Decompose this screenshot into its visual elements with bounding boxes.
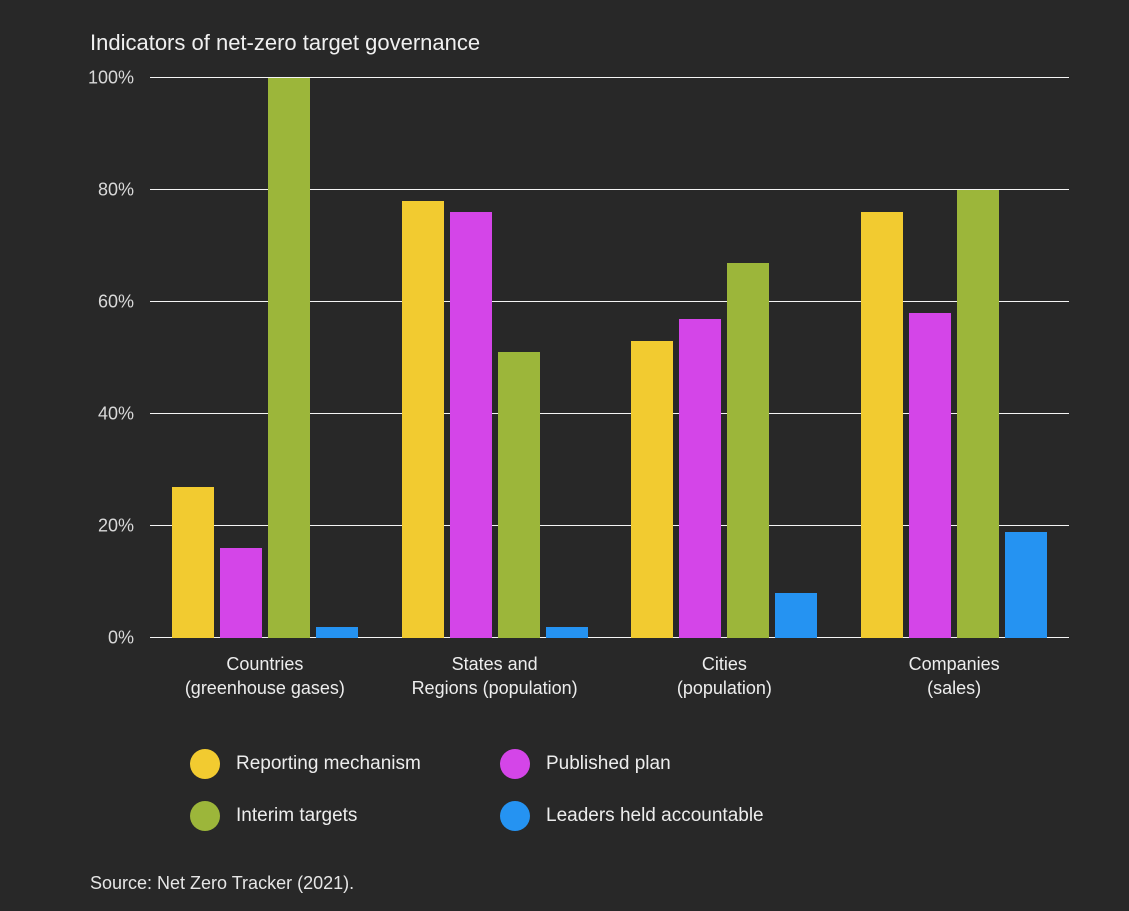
x-axis-label-line2: Regions (population): [380, 676, 610, 700]
legend-swatch: [500, 801, 530, 831]
x-axis-label: Cities(population): [610, 652, 840, 701]
legend-swatch: [190, 749, 220, 779]
chart-title: Indicators of net-zero target governance: [90, 30, 1089, 56]
legend-item: Leaders held accountable: [500, 801, 880, 831]
bar-group: [150, 78, 380, 638]
bar-leaders_held_accountable: [1005, 532, 1047, 638]
y-tick-label: 40%: [98, 404, 134, 425]
x-axis-labels: Countries(greenhouse gases)States andReg…: [150, 652, 1069, 701]
bar-leaders_held_accountable: [775, 593, 817, 638]
bar-published_plan: [909, 313, 951, 638]
legend-swatch: [190, 801, 220, 831]
x-axis-label-line1: Companies: [839, 652, 1069, 676]
legend-label: Interim targets: [236, 805, 357, 827]
bar-published_plan: [679, 319, 721, 638]
bar-reporting_mechanism: [861, 212, 903, 638]
y-tick-label: 0%: [108, 628, 134, 649]
legend: Reporting mechanism Published plan Interim…: [190, 749, 1089, 831]
bar-reporting_mechanism: [172, 487, 214, 638]
bar-interim_targets: [498, 352, 540, 638]
legend-label: Published plan: [546, 753, 671, 775]
x-axis-label-line1: Countries: [150, 652, 380, 676]
bar-interim_targets: [268, 78, 310, 638]
legend-item: Reporting mechanism: [190, 749, 500, 779]
legend-item: Interim targets: [190, 801, 500, 831]
bar-group: [380, 78, 610, 638]
bar-published_plan: [220, 548, 262, 638]
legend-label: Reporting mechanism: [236, 753, 421, 775]
y-tick-label: 60%: [98, 292, 134, 313]
bar-interim_targets: [727, 263, 769, 638]
y-tick-label: 100%: [88, 68, 134, 89]
bar-published_plan: [450, 212, 492, 638]
plot-area: 0%20%40%60%80%100%: [150, 78, 1069, 638]
x-axis-label: Companies(sales): [839, 652, 1069, 701]
x-axis-label-line1: States and: [380, 652, 610, 676]
bar-groups: [150, 78, 1069, 638]
legend-item: Published plan: [500, 749, 880, 779]
bar-reporting_mechanism: [631, 341, 673, 638]
x-axis-label: Countries(greenhouse gases): [150, 652, 380, 701]
y-tick-label: 20%: [98, 516, 134, 537]
bar-group: [839, 78, 1069, 638]
bar-reporting_mechanism: [402, 201, 444, 638]
source-line: Source: Net Zero Tracker (2021).: [90, 873, 1089, 894]
x-axis-label: States andRegions (population): [380, 652, 610, 701]
bar-leaders_held_accountable: [316, 627, 358, 638]
x-axis-label-line2: (greenhouse gases): [150, 676, 380, 700]
x-axis-label-line2: (population): [610, 676, 840, 700]
x-axis-label-line1: Cities: [610, 652, 840, 676]
chart-container: Indicators of net-zero target governance…: [0, 0, 1129, 911]
legend-label: Leaders held accountable: [546, 805, 764, 827]
bar-leaders_held_accountable: [546, 627, 588, 638]
legend-swatch: [500, 749, 530, 779]
bar-interim_targets: [957, 190, 999, 638]
x-axis-label-line2: (sales): [839, 676, 1069, 700]
y-tick-label: 80%: [98, 180, 134, 201]
bar-group: [610, 78, 840, 638]
